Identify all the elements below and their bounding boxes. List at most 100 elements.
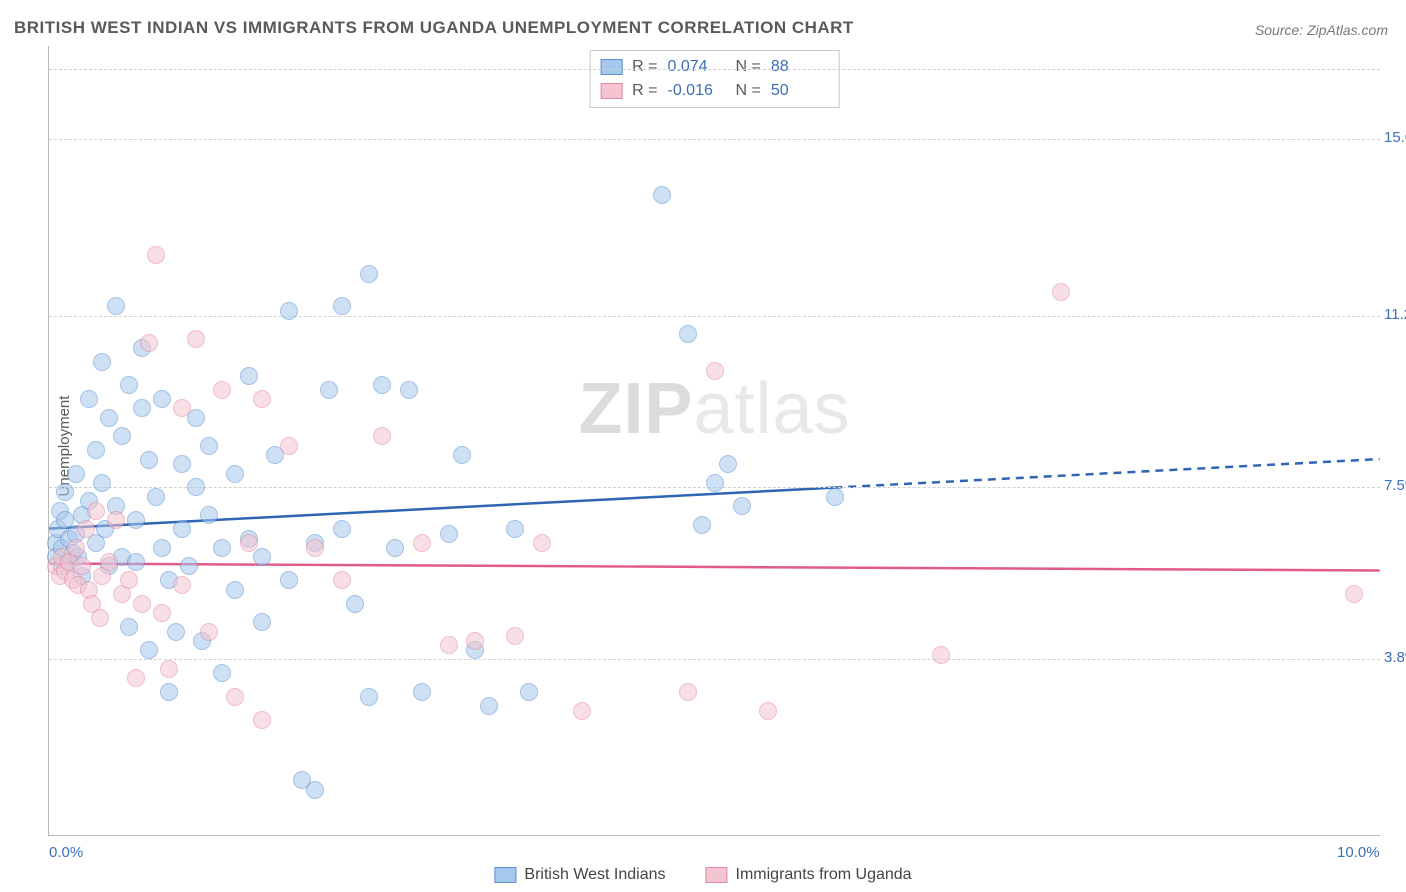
scatter-point-bwi xyxy=(520,683,538,701)
scatter-point-bwi xyxy=(280,571,298,589)
scatter-point-ugi xyxy=(140,334,158,352)
y-tick-label: 7.5% xyxy=(1384,477,1406,494)
scatter-point-bwi xyxy=(719,455,737,473)
scatter-point-bwi xyxy=(100,409,118,427)
scatter-point-bwi xyxy=(113,427,131,445)
scatter-point-ugi xyxy=(120,571,138,589)
legend-swatch-bwi xyxy=(600,59,622,75)
scatter-point-ugi xyxy=(127,669,145,687)
scatter-point-bwi xyxy=(173,455,191,473)
scatter-point-bwi xyxy=(226,465,244,483)
x-tick-label: 0.0% xyxy=(49,844,83,861)
scatter-point-bwi xyxy=(706,474,724,492)
series-legend-item-bwi: British West Indians xyxy=(494,866,665,884)
scatter-point-bwi xyxy=(226,581,244,599)
scatter-point-bwi xyxy=(133,399,151,417)
chart-title: BRITISH WEST INDIAN VS IMMIGRANTS FROM U… xyxy=(14,18,854,38)
scatter-point-ugi xyxy=(253,711,271,729)
scatter-point-bwi xyxy=(679,325,697,343)
scatter-point-ugi xyxy=(706,362,724,380)
n-value: 50 xyxy=(771,79,829,103)
scatter-point-ugi xyxy=(679,683,697,701)
chart-container: BRITISH WEST INDIAN VS IMMIGRANTS FROM U… xyxy=(0,0,1406,892)
scatter-point-bwi xyxy=(180,557,198,575)
x-tick-label: 10.0% xyxy=(1337,844,1380,861)
series-name: British West Indians xyxy=(524,866,665,884)
scatter-point-ugi xyxy=(160,660,178,678)
series-legend: British West Indians Immigrants from Ugan… xyxy=(494,866,911,884)
trendline-bwi-dashed xyxy=(834,459,1379,488)
scatter-point-ugi xyxy=(1052,283,1070,301)
scatter-point-ugi xyxy=(213,381,231,399)
scatter-point-bwi xyxy=(120,376,138,394)
scatter-point-bwi xyxy=(56,483,74,501)
scatter-point-ugi xyxy=(573,702,591,720)
scatter-point-bwi xyxy=(733,497,751,515)
scatter-point-bwi xyxy=(213,539,231,557)
scatter-point-ugi xyxy=(413,534,431,552)
scatter-point-ugi xyxy=(77,520,95,538)
scatter-point-bwi xyxy=(253,548,271,566)
scatter-point-ugi xyxy=(253,390,271,408)
scatter-point-ugi xyxy=(200,623,218,641)
scatter-point-ugi xyxy=(67,539,85,557)
scatter-point-bwi xyxy=(333,297,351,315)
scatter-point-ugi xyxy=(107,511,125,529)
scatter-point-ugi xyxy=(533,534,551,552)
scatter-point-ugi xyxy=(240,534,258,552)
scatter-point-bwi xyxy=(333,520,351,538)
scatter-point-ugi xyxy=(932,646,950,664)
correlation-legend: R =0.074N =88R =-0.016N =50 xyxy=(589,50,840,108)
scatter-point-bwi xyxy=(506,520,524,538)
scatter-point-bwi xyxy=(360,688,378,706)
scatter-point-bwi xyxy=(67,465,85,483)
scatter-point-bwi xyxy=(346,595,364,613)
scatter-point-bwi xyxy=(413,683,431,701)
scatter-point-ugi xyxy=(333,571,351,589)
r-value: 0.074 xyxy=(668,55,726,79)
scatter-point-bwi xyxy=(453,446,471,464)
scatter-point-bwi xyxy=(147,488,165,506)
scatter-point-ugi xyxy=(153,604,171,622)
gridline xyxy=(49,69,1380,70)
source-attribution: Source: ZipAtlas.com xyxy=(1255,22,1388,38)
scatter-point-bwi xyxy=(107,297,125,315)
scatter-point-bwi xyxy=(167,623,185,641)
series-legend-item-ugi: Immigrants from Uganda xyxy=(706,866,912,884)
scatter-point-ugi xyxy=(373,427,391,445)
n-label: N = xyxy=(736,79,761,103)
scatter-point-bwi xyxy=(160,683,178,701)
scatter-point-bwi xyxy=(253,613,271,631)
scatter-point-bwi xyxy=(440,525,458,543)
scatter-point-bwi xyxy=(213,664,231,682)
trendline-bwi-solid xyxy=(49,488,834,529)
scatter-point-bwi xyxy=(80,390,98,408)
scatter-point-bwi xyxy=(127,511,145,529)
correlation-legend-row-bwi: R =0.074N =88 xyxy=(600,55,829,79)
trend-lines-svg xyxy=(49,46,1380,835)
scatter-point-bwi xyxy=(320,381,338,399)
scatter-point-bwi xyxy=(153,539,171,557)
scatter-point-ugi xyxy=(187,330,205,348)
r-label: R = xyxy=(632,79,657,103)
scatter-point-bwi xyxy=(280,302,298,320)
scatter-point-bwi xyxy=(240,367,258,385)
scatter-point-ugi xyxy=(466,632,484,650)
scatter-point-ugi xyxy=(306,539,324,557)
y-tick-label: 15.0% xyxy=(1384,129,1406,146)
watermark-zip: ZIP xyxy=(578,369,693,449)
scatter-point-bwi xyxy=(386,539,404,557)
y-tick-label: 3.8% xyxy=(1384,649,1406,666)
plot-area: ZIPatlas R =0.074N =88R =-0.016N =50 3.8… xyxy=(48,46,1380,836)
scatter-point-bwi xyxy=(480,697,498,715)
scatter-point-bwi xyxy=(127,553,145,571)
scatter-point-ugi xyxy=(91,609,109,627)
scatter-point-bwi xyxy=(306,781,324,799)
scatter-point-ugi xyxy=(1345,585,1363,603)
legend-swatch-bwi xyxy=(494,867,516,883)
scatter-point-bwi xyxy=(153,390,171,408)
scatter-point-ugi xyxy=(440,636,458,654)
watermark-atlas: atlas xyxy=(693,369,850,449)
gridline xyxy=(49,316,1380,317)
scatter-point-ugi xyxy=(173,576,191,594)
